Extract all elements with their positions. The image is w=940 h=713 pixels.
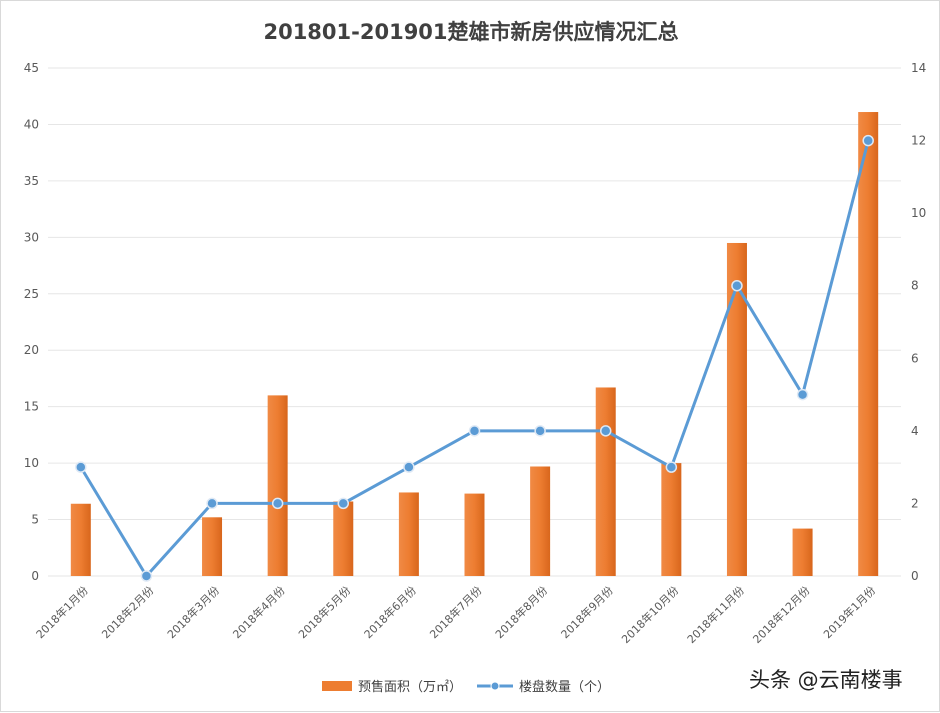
legend-swatch-marker — [490, 681, 500, 691]
bar-11 — [726, 242, 747, 576]
chart-title: 201801-201901楚雄市新房供应情况汇总 — [263, 20, 678, 44]
left-tick-label: 35 — [24, 174, 39, 188]
bar-10 — [661, 463, 682, 576]
right-tick-label: 10 — [911, 206, 926, 220]
x-tick-label: 2018年2月份 — [99, 583, 157, 641]
right-tick-label: 0 — [911, 569, 919, 583]
x-tick-label: 2018年9月份 — [558, 583, 616, 641]
line-point-4 — [271, 497, 284, 510]
line-point-6 — [403, 461, 415, 473]
x-tick-label: 2018年1月份 — [33, 583, 91, 641]
right-tick-label: 4 — [911, 424, 919, 438]
x-tick-label: 2018年7月份 — [427, 583, 485, 641]
line-point-5 — [337, 497, 350, 510]
bar-6 — [398, 492, 419, 576]
bar-8 — [530, 466, 551, 576]
bar-1 — [70, 503, 91, 576]
x-tick-label: 2018年4月份 — [230, 583, 288, 641]
left-tick-label: 20 — [24, 343, 39, 357]
left-tick-label: 40 — [24, 117, 39, 131]
x-tick-label: 2019年1月份 — [820, 583, 878, 641]
line-point-13 — [862, 134, 874, 147]
bar-12 — [792, 528, 813, 576]
left-tick-label: 15 — [24, 400, 39, 414]
line-point-11 — [731, 279, 743, 292]
line-point-8 — [534, 425, 546, 437]
right-tick-label: 2 — [911, 496, 919, 510]
bar-4 — [267, 395, 288, 576]
x-tick-label: 2018年6月份 — [361, 583, 419, 641]
legend-swatch-bar — [322, 681, 352, 691]
watermark-text: 头条 @云南楼事 — [749, 668, 903, 692]
bar-5 — [333, 501, 354, 576]
bar-series — [70, 112, 879, 576]
left-tick-label: 25 — [24, 287, 39, 301]
line-point-7 — [468, 425, 481, 437]
x-tick-label: 2018年11月份 — [684, 583, 747, 646]
line-point-9 — [599, 425, 612, 437]
x-tick-label: 2018年3月份 — [164, 583, 222, 641]
left-tick-label: 5 — [31, 513, 39, 527]
bar-3 — [202, 517, 223, 576]
x-axis-ticks: 2018年1月份 2018年2月份 2018年3月份 2018年4月份 2018年5月份… — [33, 583, 878, 646]
legend-label-area: 预售面积（万㎡） — [358, 679, 462, 695]
line-series — [75, 134, 874, 582]
legend: 预售面积（万㎡） 楼盘数量（个） — [322, 679, 610, 695]
x-tick-label: 2018年12月份 — [750, 583, 813, 646]
left-tick-label: 10 — [24, 456, 39, 470]
line-point-2 — [140, 570, 153, 582]
bar-7 — [464, 493, 485, 576]
x-tick-label: 2018年5月份 — [295, 583, 353, 641]
left-axis-ticks: 0 5 10 15 20 25 30 35 40 45 — [24, 61, 39, 583]
line-point-1 — [75, 461, 87, 473]
left-tick-label: 0 — [31, 569, 39, 583]
bar-13 — [858, 112, 879, 576]
right-tick-label: 6 — [911, 351, 919, 365]
right-tick-label: 14 — [911, 61, 926, 75]
left-tick-label: 30 — [24, 230, 39, 244]
legend-label-count: 楼盘数量（个） — [519, 679, 610, 695]
line-point-3 — [206, 497, 218, 510]
right-tick-label: 12 — [911, 134, 926, 148]
x-tick-label: 2018年8月份 — [492, 583, 550, 641]
grid-lines — [48, 67, 901, 577]
left-tick-label: 45 — [24, 61, 39, 75]
line-point-10 — [665, 461, 678, 473]
line-point-12 — [796, 388, 809, 401]
x-tick-label: 2018年10月份 — [619, 583, 682, 646]
right-axis-ticks: 0 2 4 6 8 10 12 14 — [911, 61, 926, 583]
right-tick-label: 8 — [911, 279, 919, 293]
bar-9 — [595, 387, 616, 576]
